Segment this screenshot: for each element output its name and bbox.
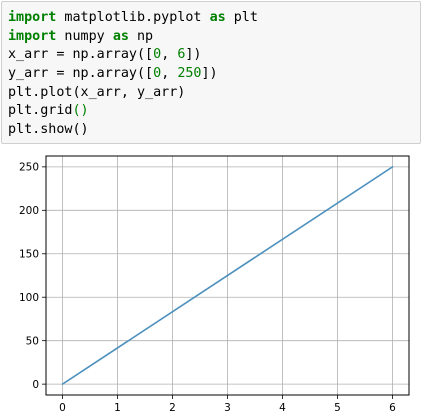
code-token: plt (225, 10, 258, 25)
code-line: import matplotlib.pyplot as plt (8, 9, 420, 28)
series-line (61, 166, 394, 385)
code-token: plt.show() (8, 122, 89, 138)
code-token: plt.plot(x_arr, y_arr) (8, 84, 186, 100)
y-tick-label: 100 (19, 292, 39, 304)
code-token: ]) (201, 66, 218, 82)
x-tick-label: 3 (224, 402, 231, 414)
code-line: plt.grid() (8, 102, 420, 121)
x-tick-label: 1 (114, 402, 121, 414)
code-lines: import matplotlib.pyplot as plt import nu… (8, 9, 420, 140)
y-tick-label: 250 (19, 162, 39, 174)
x-tick-label: 5 (334, 402, 341, 414)
code-cell[interactable]: import matplotlib.pyplot as plt import nu… (1, 1, 421, 144)
code-token: 250 (177, 66, 202, 82)
code-line: x_arr = np.array([0, 6]) (8, 46, 420, 65)
line-chart: 0 1 2 3 4 5 6 0 50 100 150 200 250 (19, 155, 410, 414)
code-line: plt.show() (8, 121, 420, 140)
code-token: as (209, 10, 226, 25)
code-token: , (161, 66, 178, 82)
code-token: plt.grid (8, 103, 73, 119)
x-tick-label: 4 (279, 402, 286, 414)
x-tick-label: 0 (59, 402, 66, 414)
code-token: () (72, 103, 89, 119)
code-token: numpy (56, 28, 113, 44)
code-token: np (128, 28, 154, 44)
code-token: import (8, 10, 57, 25)
code-token: y_arr = np.array([ (8, 66, 154, 82)
code-token: import (8, 28, 57, 44)
grid-lines (46, 156, 409, 395)
y-tick-label: 50 (26, 335, 39, 347)
tick-layer: 0 1 2 3 4 5 6 0 50 100 150 200 250 (19, 162, 396, 414)
code-token: 0 (153, 47, 162, 63)
code-token: x_arr = np.array([ (8, 47, 154, 63)
code-token: 0 (153, 66, 162, 82)
code-token: 6 (177, 47, 186, 63)
y-tick-label: 0 (32, 379, 39, 391)
code-token: matplotlib.pyplot (56, 10, 210, 25)
x-tick-label: 2 (169, 402, 176, 414)
code-token: ]) (185, 47, 202, 63)
code-line: y_arr = np.array([0, 250]) (8, 65, 420, 84)
y-tick-label: 200 (19, 205, 39, 217)
code-token: , (161, 47, 178, 63)
code-token: as (112, 28, 129, 44)
x-tick-label: 6 (389, 402, 396, 414)
series-layer (61, 166, 394, 385)
y-tick-label: 150 (19, 249, 39, 261)
code-line: plt.plot(x_arr, y_arr) (8, 84, 420, 103)
code-line: import numpy as np (8, 28, 420, 47)
